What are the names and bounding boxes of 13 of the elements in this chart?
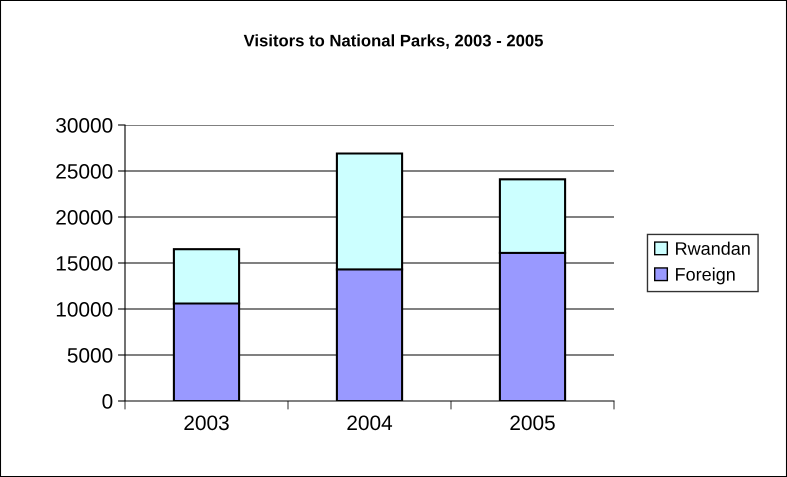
legend-label: Foreign	[676, 268, 735, 284]
y-tick-label: 10000	[56, 302, 112, 317]
y-tick-label: 20000	[56, 210, 112, 225]
legend-label: Rwandan	[676, 242, 750, 255]
y-tick-label: 5000	[68, 348, 112, 363]
y-tick-label: 30000	[56, 118, 112, 133]
y-tick-label: 15000	[56, 256, 112, 271]
x-tick-label: 2004	[347, 415, 392, 430]
x-tick-label: 2005	[510, 415, 555, 430]
x-tick-label: 2003	[184, 415, 229, 430]
y-tick-label: 0	[102, 394, 112, 409]
y-tick-label: 25000	[56, 164, 112, 179]
chart-title: Visitors to National Parks, 2003 - 2005	[244, 34, 543, 49]
